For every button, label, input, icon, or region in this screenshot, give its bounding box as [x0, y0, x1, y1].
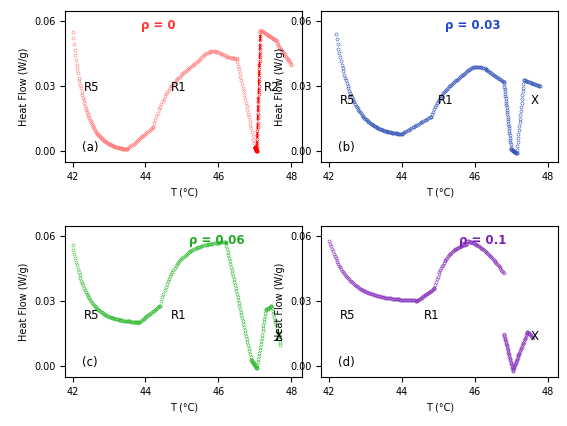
Text: (d): (d)	[338, 357, 355, 369]
Text: ρ = 0.1: ρ = 0.1	[459, 234, 506, 247]
X-axis label: T (°C): T (°C)	[170, 187, 198, 197]
Text: ρ = 0: ρ = 0	[141, 19, 176, 32]
Text: R2: R2	[264, 81, 280, 94]
Text: R1: R1	[424, 308, 439, 322]
Text: R1: R1	[171, 81, 187, 94]
Y-axis label: Heat Flow (W/g): Heat Flow (W/g)	[274, 47, 285, 126]
X-axis label: T (°C): T (°C)	[426, 402, 454, 412]
Text: (c): (c)	[82, 357, 98, 369]
Text: X: X	[275, 330, 283, 343]
Text: X: X	[531, 94, 539, 106]
Y-axis label: Heat Flow (W/g): Heat Flow (W/g)	[19, 47, 28, 126]
Text: X: X	[531, 330, 539, 343]
X-axis label: T (°C): T (°C)	[426, 187, 454, 197]
Text: R1: R1	[438, 94, 454, 106]
Text: R1: R1	[171, 308, 187, 322]
Text: R5: R5	[83, 81, 99, 94]
Text: ρ = 0.06: ρ = 0.06	[188, 234, 244, 247]
Y-axis label: Heat Flow (W/g): Heat Flow (W/g)	[274, 262, 285, 340]
Text: R5: R5	[83, 308, 99, 322]
Text: R5: R5	[340, 308, 355, 322]
Text: R5: R5	[340, 94, 355, 106]
Y-axis label: Heat Flow (W/g): Heat Flow (W/g)	[19, 262, 28, 340]
X-axis label: T (°C): T (°C)	[170, 402, 198, 412]
Text: (b): (b)	[338, 141, 355, 155]
Text: ρ = 0.03: ρ = 0.03	[445, 19, 500, 32]
Text: (a): (a)	[82, 141, 98, 155]
